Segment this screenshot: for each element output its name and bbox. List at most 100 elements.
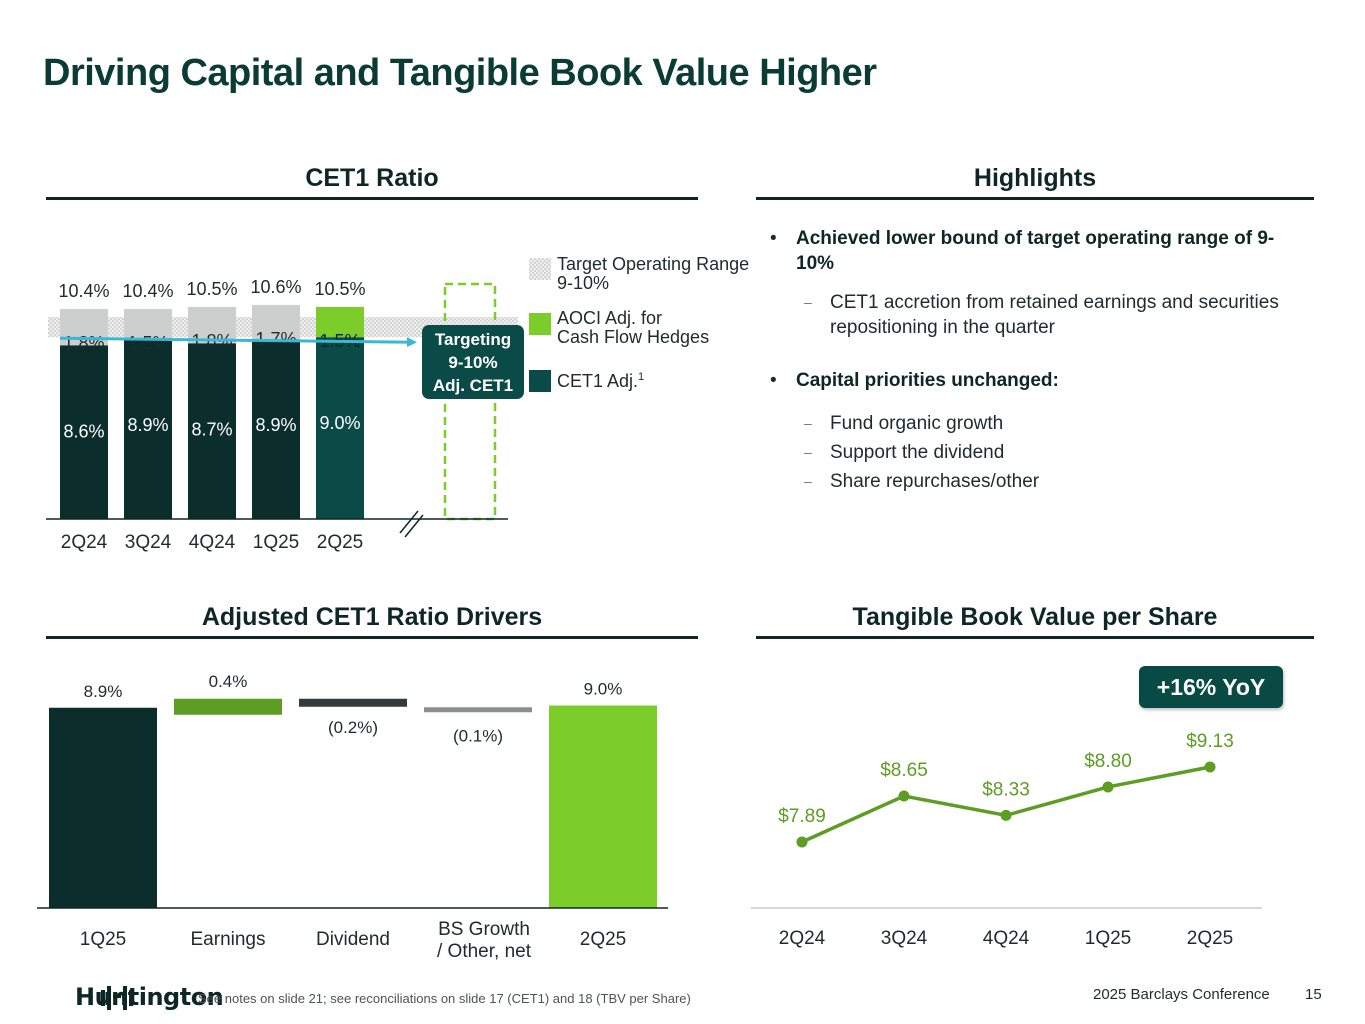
cet1-total-label: 10.6%	[250, 277, 301, 297]
waterfall-x-tick-label: 1Q25	[80, 929, 126, 950]
highlight-item: • Achieved lower bound of target operatin…	[770, 226, 1310, 276]
waterfall-x-tick-label: Earnings	[191, 929, 266, 950]
waterfall-bar	[299, 698, 407, 707]
drivers-section-rule	[46, 636, 698, 639]
bullet-icon: •	[770, 370, 777, 391]
cet1-adj-bar	[188, 343, 236, 519]
target-callout-box	[422, 325, 524, 399]
waterfall-x-tick-label: BS Growth	[438, 919, 530, 940]
cet1-total-label: 10.5%	[186, 279, 237, 299]
drivers-section-title: Adjusted CET1 Ratio Drivers	[201, 603, 543, 631]
axis-break-mark	[399, 510, 419, 534]
target-callout-line-2: 9-10%	[448, 353, 497, 372]
highlights-list: • Achieved lower bound of target operatin…	[770, 226, 1310, 494]
highlights-section-title: Highlights	[973, 164, 1097, 192]
cet1-adj-bar	[124, 339, 172, 519]
tbv-value-label: $8.80	[1084, 751, 1132, 772]
aoci-adj-label: 1.7%	[255, 329, 296, 349]
dash-icon: –	[804, 294, 812, 310]
tbv-value-label: $8.33	[982, 779, 1030, 800]
waterfall-bar	[49, 707, 157, 908]
cet1-total-label: 10.4%	[122, 281, 173, 301]
legend-label-cet1: CET1 Adj.1	[557, 371, 644, 391]
waterfall-value-label: 9.0%	[584, 680, 623, 699]
tbv-x-tick-label: 1Q25	[1085, 928, 1131, 949]
cet1-legend: Target Operating Range 9-10% AOCI Adj. fo…	[529, 254, 749, 392]
trend-arrow	[59, 336, 417, 348]
tbv-value-label: $8.65	[880, 760, 928, 781]
tbv-x-tick-label: 2Q24	[779, 928, 826, 949]
tbv-point	[1204, 761, 1216, 773]
waterfall-value-label: 8.9%	[84, 682, 123, 701]
tbv-value-label: $9.13	[1186, 731, 1234, 752]
legend-label-aoci: AOCI Adj. for Cash Flow Hedges	[557, 308, 709, 347]
cet1-total-label: 10.4%	[58, 281, 109, 301]
waterfall-value-label: 0.4%	[209, 672, 248, 691]
target-callout: Targeting 9-10% Adj. CET1	[422, 325, 524, 399]
cet1-adj-bar	[316, 337, 364, 519]
tbv-x-tick-label: 2Q25	[1187, 928, 1233, 949]
cet1-section-title: CET1 Ratio	[305, 164, 439, 192]
highlight-subitem: – Fund organic growth	[770, 411, 1310, 436]
waterfall-bar	[424, 707, 532, 713]
tbv-point	[1000, 809, 1012, 821]
legend-swatch-cet1	[529, 370, 551, 392]
cet1-x-tick-label: 2Q25	[317, 532, 363, 553]
waterfall-x-tick-label: 2Q25	[580, 929, 626, 950]
cet1-adj-bar	[60, 345, 108, 519]
aoci-adj-bar	[252, 304, 300, 340]
tbv-point	[796, 836, 808, 848]
highlight-item: • Capital priorities unchanged:	[770, 368, 1310, 393]
waterfall-bar	[174, 698, 282, 715]
cet1-x-tick-label: 2Q24	[61, 532, 108, 553]
page-title: Driving Capital and Tangible Book Value …	[43, 52, 877, 94]
footer-note: See notes on slide 21; see reconciliatio…	[198, 991, 691, 1006]
highlight-subitem-text: Fund organic growth	[830, 413, 1004, 434]
tbv-section-rule	[756, 636, 1314, 639]
legend-swatch-target	[529, 258, 551, 280]
cet1-adj-label: 8.6%	[63, 421, 104, 441]
tbv-x-tick-label: 4Q24	[983, 928, 1030, 949]
waterfall-x-tick-label: Dividend	[316, 929, 390, 950]
cet1-adj-bar	[252, 339, 300, 519]
dash-icon: –	[804, 444, 812, 460]
tbv-section-title: Tangible Book Value per Share	[852, 603, 1218, 631]
highlight-subitem-text: Share repurchases/other	[830, 471, 1040, 492]
page-number: 15	[1305, 986, 1322, 1003]
waterfall-value-label: (0.1%)	[453, 726, 503, 745]
tbv-point	[1102, 781, 1114, 793]
cet1-x-tick-label: 1Q25	[253, 532, 299, 553]
cet1-adj-label: 8.7%	[191, 419, 232, 439]
waterfall-bar	[549, 705, 657, 908]
target-callout-line-1: Targeting	[435, 330, 511, 349]
highlight-heading: Capital priorities unchanged:	[796, 370, 1059, 391]
cet1-x-tick-label: 3Q24	[125, 532, 172, 553]
tbv-value-label: $7.89	[778, 806, 826, 827]
cet1-x-tick-label: 4Q24	[189, 532, 236, 553]
waterfall-x-tick-label: / Other, net	[437, 941, 532, 962]
highlights-section-rule	[756, 197, 1314, 200]
huntington-logo-icon	[101, 986, 133, 1010]
conference-name: 2025 Barclays Conference	[1093, 986, 1270, 1003]
cet1-adj-label: 9.0%	[319, 413, 360, 433]
cet1-section-rule	[46, 197, 698, 200]
highlight-subitem: – Support the dividend	[770, 440, 1310, 465]
dash-icon: –	[804, 473, 812, 489]
highlight-subitem-text: CET1 accretion from retained earnings an…	[830, 292, 1279, 338]
target-callout-line-3: Adj. CET1	[433, 376, 513, 395]
legend-label-target: Target Operating Range 9-10%	[557, 254, 749, 293]
cet1-total-label: 10.5%	[314, 279, 365, 299]
huntington-logo-text: Huntington	[75, 983, 224, 1011]
waterfall-value-label: (0.2%)	[328, 718, 378, 737]
highlight-heading: Achieved lower bound of target operating…	[796, 228, 1275, 274]
aoci-adj-bar	[124, 308, 172, 340]
legend-swatch-aoci	[529, 313, 551, 335]
aoci-adj-bar	[188, 306, 236, 344]
highlight-subitem: – CET1 accretion from retained earnings a…	[770, 290, 1310, 340]
highlight-subitem-text: Support the dividend	[830, 442, 1005, 463]
dash-icon: –	[804, 415, 812, 431]
highlight-subitem: – Share repurchases/other	[770, 469, 1310, 494]
